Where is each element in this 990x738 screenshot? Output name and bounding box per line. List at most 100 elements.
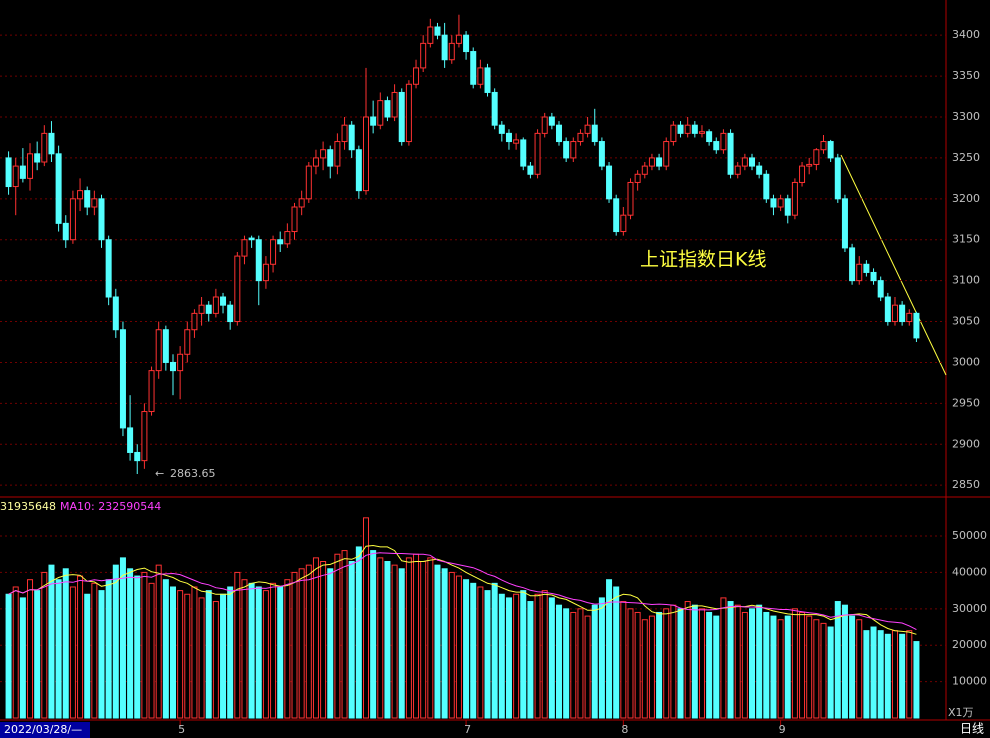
volume-bar <box>463 579 470 719</box>
candle-body <box>856 263 863 282</box>
volume-bar <box>191 586 198 719</box>
volume-bar <box>434 564 441 719</box>
candle-body <box>184 329 191 355</box>
candle-body <box>191 312 198 331</box>
volume-bar <box>320 561 327 719</box>
volume-bar <box>777 619 784 719</box>
volume-bar <box>298 568 305 719</box>
volume-bar <box>148 582 155 719</box>
volume-bar <box>670 604 677 719</box>
y-tick-label: 2950 <box>952 396 980 409</box>
y-tick-label: 2850 <box>952 478 980 491</box>
date-label: 2022/03/28/— <box>4 723 82 736</box>
volume-bar <box>498 593 505 719</box>
volume-bar <box>613 586 620 719</box>
candle-body <box>427 26 434 44</box>
candle-body <box>913 312 920 339</box>
candle-body <box>270 239 277 265</box>
candle-body <box>248 237 255 241</box>
volume-bar <box>155 564 162 719</box>
volume-bar <box>391 564 398 719</box>
x-tick-label: 9 <box>779 723 786 736</box>
candle-body <box>169 361 176 372</box>
volume-bar <box>241 579 248 719</box>
candle-body <box>262 263 269 282</box>
candle-body <box>484 67 491 93</box>
volume-bar <box>69 586 76 719</box>
volume-bar <box>484 590 491 719</box>
y-tick-label: 3000 <box>952 355 980 368</box>
volume-bar <box>727 601 734 719</box>
candle-body <box>899 304 906 323</box>
volume-bar <box>348 561 355 719</box>
volume-bar <box>820 622 827 719</box>
candle-body <box>413 67 420 85</box>
candle-body <box>355 149 362 192</box>
candle-body <box>205 304 212 314</box>
candle-body <box>398 91 405 143</box>
volume-bar <box>355 546 362 719</box>
candle-body <box>305 165 312 200</box>
candle-body <box>813 149 820 165</box>
volume-bar <box>520 590 527 719</box>
low-label: 2863.65 <box>170 467 216 480</box>
candle-body <box>906 312 913 323</box>
candle-body <box>713 141 720 151</box>
volume-bar <box>556 604 563 719</box>
volume-bar <box>870 626 877 719</box>
candle-body <box>134 451 141 462</box>
candle-body <box>119 329 126 429</box>
candle-body <box>212 296 219 314</box>
volume-bar <box>505 597 512 719</box>
volume-bar <box>227 586 234 719</box>
candle-body <box>884 296 891 323</box>
candle-body <box>648 157 655 167</box>
candle-body <box>634 173 641 183</box>
volume-bar <box>370 550 377 719</box>
candle-body <box>799 165 806 183</box>
volume-bar <box>205 590 212 719</box>
candle-body <box>741 157 748 167</box>
volume-bar <box>584 615 591 719</box>
volume-bar <box>827 626 834 719</box>
volume-unit: X1万 <box>948 706 974 719</box>
candle-body <box>598 141 605 167</box>
candle-body <box>498 124 505 134</box>
volume-bar <box>119 557 126 719</box>
y-tick-label: 3400 <box>952 28 980 41</box>
volume-bar <box>598 597 605 719</box>
candle-body <box>12 165 19 188</box>
volume-bar <box>591 604 598 719</box>
y-tick-label: 3300 <box>952 110 980 123</box>
volume-bar <box>527 601 534 719</box>
volume-bar <box>684 601 691 719</box>
candle-body <box>613 198 620 233</box>
volume-bar <box>84 593 91 719</box>
candle-body <box>220 296 227 306</box>
candle-body <box>670 124 677 143</box>
y-tick-label: 3150 <box>952 233 980 246</box>
candle-body <box>55 153 62 224</box>
volume-bar <box>184 593 191 719</box>
volume-bar <box>749 608 756 719</box>
candle-body <box>491 91 498 126</box>
volume-bar <box>570 611 577 719</box>
ma10-label: MA10: 232590544 <box>60 500 161 513</box>
candle-body <box>570 141 577 159</box>
date-box <box>0 722 90 738</box>
candle-body <box>834 157 841 200</box>
candle-body <box>105 239 112 298</box>
y-tick-label: 3250 <box>952 151 980 164</box>
volume-bar <box>134 575 141 719</box>
candle-body <box>534 132 541 175</box>
candle-body <box>34 153 41 163</box>
candle-body <box>749 157 756 167</box>
volume-bar <box>277 586 284 719</box>
candle-body <box>48 132 55 155</box>
candle-body <box>277 239 284 245</box>
candle-body <box>641 165 648 175</box>
volume-bar <box>77 575 84 719</box>
volume-bar <box>884 633 891 719</box>
volume-bar <box>641 619 648 719</box>
